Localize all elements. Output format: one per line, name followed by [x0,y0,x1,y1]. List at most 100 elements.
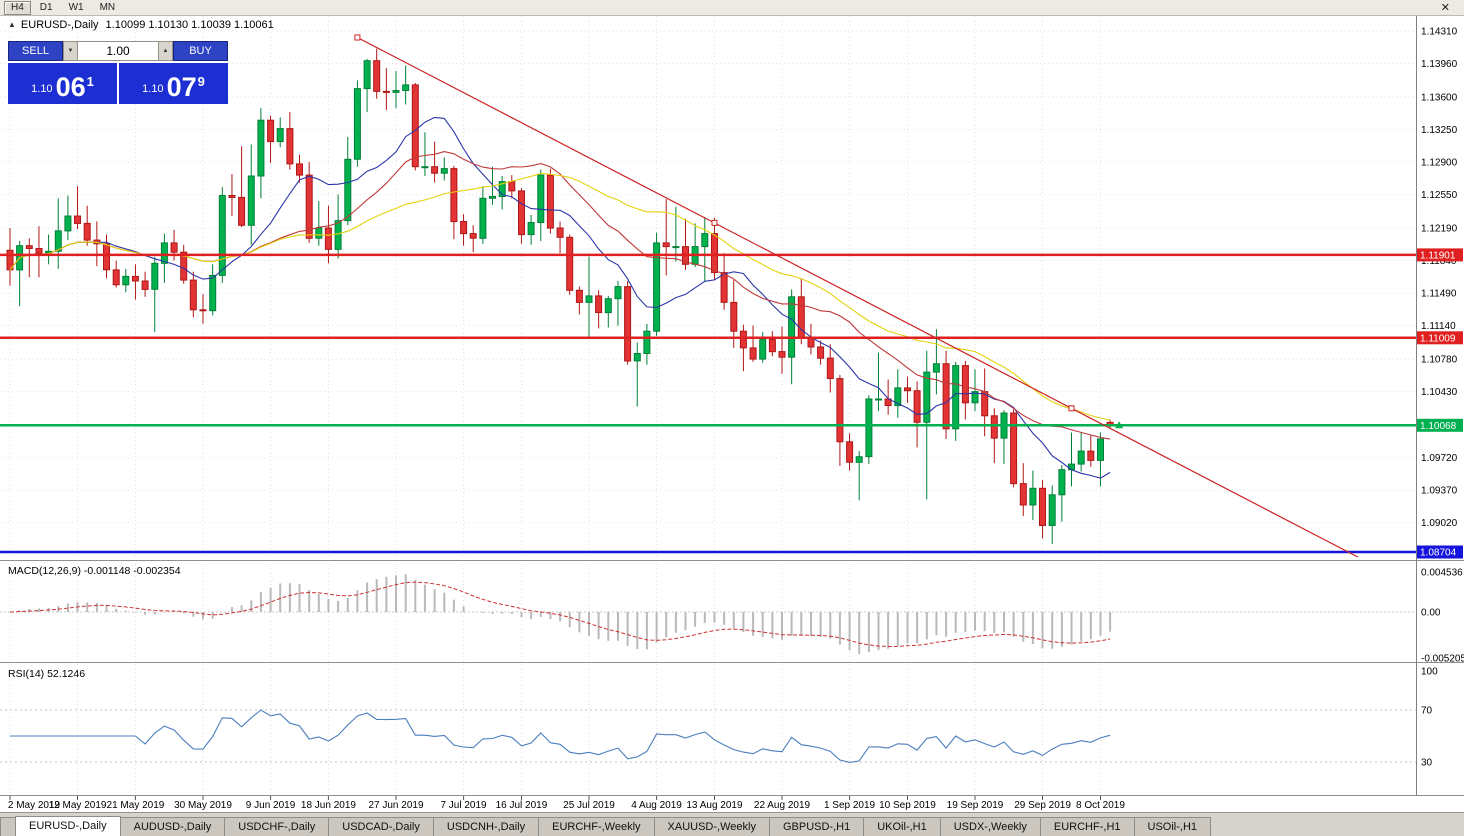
tab-usoil-h1[interactable]: USOil-,H1 [1133,817,1212,836]
tab-audusd-daily[interactable]: AUDUSD-,Daily [119,817,226,836]
tab-ukoil-h1[interactable]: UKOil-,H1 [863,817,941,836]
svg-text:1.12550: 1.12550 [1421,190,1458,201]
chart-tabs: EURUSD-,Daily AUDUSD-,Daily USDCHF-,Daily U… [15,816,1212,836]
buy-price-display[interactable]: 1.10 07 9 [119,63,228,104]
svg-text:16 Jul 2019: 16 Jul 2019 [496,800,548,811]
svg-text:30 May 2019: 30 May 2019 [174,800,232,811]
volume-up-button[interactable]: ▲ [158,41,173,61]
svg-text:19 Sep 2019: 19 Sep 2019 [947,800,1004,811]
tab-usdcad-daily[interactable]: USDCAD-,Daily [328,817,434,836]
price-chart[interactable]: MACD(12,26,9) -0.001148 -0.002354 RSI(14)… [0,0,1464,812]
chart-close-button[interactable]: ✕ [1440,1,1450,14]
svg-text:25 Jul 2019: 25 Jul 2019 [563,800,615,811]
svg-text:0.004536: 0.004536 [1421,568,1463,579]
svg-text:1.09370: 1.09370 [1421,486,1458,497]
chart-tabs-bar: EURUSD-,Daily AUDUSD-,Daily USDCHF-,Daily U… [0,812,1464,836]
svg-text:1.09020: 1.09020 [1421,518,1458,529]
chart-symbol-label: EURUSD-,Daily [20,19,99,31]
moving-averages-layer [9,116,1111,479]
sell-price-main: 06 [55,72,86,102]
svg-text:-0.005205: -0.005205 [1421,653,1464,664]
svg-text:13 Aug 2019: 13 Aug 2019 [686,800,743,811]
price-marker-arrow [1115,421,1124,429]
svg-text:1.10068: 1.10068 [1420,421,1457,432]
svg-text:1.11140: 1.11140 [1421,321,1456,332]
volume-dropdown-button[interactable]: ▼ [63,41,78,61]
svg-text:1.14310: 1.14310 [1421,27,1458,38]
svg-text:1.13960: 1.13960 [1421,59,1458,70]
chart-ohlc-values: 1.10099 1.10130 1.10039 1.10061 [105,19,274,31]
svg-text:21 May 2019: 21 May 2019 [107,800,165,811]
tab-eurchf-weekly[interactable]: EURCHF-,Weekly [538,817,655,836]
timeframe-button-w1[interactable]: W1 [68,1,84,13]
svg-text:1.12190: 1.12190 [1421,224,1458,235]
buy-button[interactable]: BUY [173,41,228,61]
macd-panel: MACD(12,26,9) -0.001148 -0.002354 [0,565,1416,655]
chart-title: ▲ EURUSD-,Daily 1.10099 1.10130 1.10039 1.… [8,19,274,31]
svg-text:1.13600: 1.13600 [1421,92,1458,103]
trendline[interactable] [354,34,1359,558]
svg-text:22 Aug 2019: 22 Aug 2019 [754,800,811,811]
svg-text:70: 70 [1421,706,1433,717]
chevron-up-icon: ▲ [162,48,169,54]
volume-input[interactable] [78,41,158,61]
svg-text:0.00: 0.00 [1421,608,1441,619]
svg-text:1.10430: 1.10430 [1421,387,1458,398]
timeframe-buttons: H4 D1 W1 MN [4,0,124,15]
timeframe-button-mn[interactable]: MN [99,1,116,13]
svg-text:1.13250: 1.13250 [1421,125,1458,136]
sell-price-display[interactable]: 1.10 06 1 [8,63,117,104]
tab-eurchf-h1[interactable]: EURCHF-,H1 [1039,817,1135,836]
svg-text:1.09720: 1.09720 [1421,453,1458,464]
tab-xauusd-weekly[interactable]: XAUUSD-,Weekly [653,817,770,836]
timeframe-button-d1[interactable]: D1 [39,1,53,13]
svg-text:27 Jun 2019: 27 Jun 2019 [368,800,423,811]
svg-text:9 Jun 2019: 9 Jun 2019 [246,800,296,811]
sell-price-pipette: 1 [86,74,94,89]
svg-text:1.11901: 1.11901 [1420,250,1456,261]
svg-text:30: 30 [1421,758,1433,769]
svg-text:2 May 2019: 2 May 2019 [8,800,61,811]
buy-price-prefix: 1.10 [142,83,164,95]
chevron-down-icon: ▼ [67,48,74,54]
grid-layer [0,16,1416,795]
svg-text:100: 100 [1421,667,1438,678]
svg-text:MACD(12,26,9) -0.001148 -0.002: MACD(12,26,9) -0.001148 -0.002354 [8,565,181,577]
chart-toolbar: H4 D1 W1 MN ✕ [0,0,1464,16]
svg-text:1.11009: 1.11009 [1420,333,1456,344]
svg-text:29 Sep 2019: 29 Sep 2019 [1014,800,1071,811]
tab-usdchf-daily[interactable]: USDCHF-,Daily [224,817,330,836]
buy-price-pipette: 9 [197,74,205,89]
tab-eurusd-daily[interactable]: EURUSD-,Daily [15,816,121,836]
chart-shift-marker-icon: ▲ [8,20,16,29]
tab-gbpusd-h1[interactable]: GBPUSD-,H1 [768,817,865,836]
svg-text:12 May 2019: 12 May 2019 [49,800,107,811]
svg-text:1.11490: 1.11490 [1421,289,1457,300]
svg-text:RSI(14) 52.1246: RSI(14) 52.1246 [8,668,85,680]
candles-layer [6,48,1114,544]
svg-text:8 Oct 2019: 8 Oct 2019 [1076,800,1125,811]
timeframe-button-h4[interactable]: H4 [4,0,31,15]
panel-separators[interactable] [0,16,1464,797]
tab-usdcnh-daily[interactable]: USDCNH-,Daily [432,817,540,836]
svg-text:1 Sep 2019: 1 Sep 2019 [824,800,876,811]
price-axis[interactable]: 1.14310 1.13960 1.13600 1.13250 1.12900 1.125… [1417,27,1464,769]
svg-text:18 Jun 2019: 18 Jun 2019 [301,800,356,811]
tab-usdx-weekly[interactable]: USDX-,Weekly [939,817,1041,836]
buy-price-main: 07 [166,72,197,102]
price-lines-layer[interactable] [0,253,1416,554]
svg-text:1.08704: 1.08704 [1420,548,1457,559]
svg-text:1.10780: 1.10780 [1421,355,1458,366]
svg-text:10 Sep 2019: 10 Sep 2019 [879,800,936,811]
svg-text:1.12900: 1.12900 [1421,158,1458,169]
sell-price-prefix: 1.10 [31,83,53,95]
svg-text:4 Aug 2019: 4 Aug 2019 [631,800,682,811]
svg-text:1.11840: 1.11840 [1421,256,1457,267]
volume-control: ▼ ▲ [63,41,173,61]
sell-button[interactable]: SELL [8,41,63,61]
tab-stub [0,817,16,836]
rsi-panel: RSI(14) 52.1246 [0,668,1416,763]
